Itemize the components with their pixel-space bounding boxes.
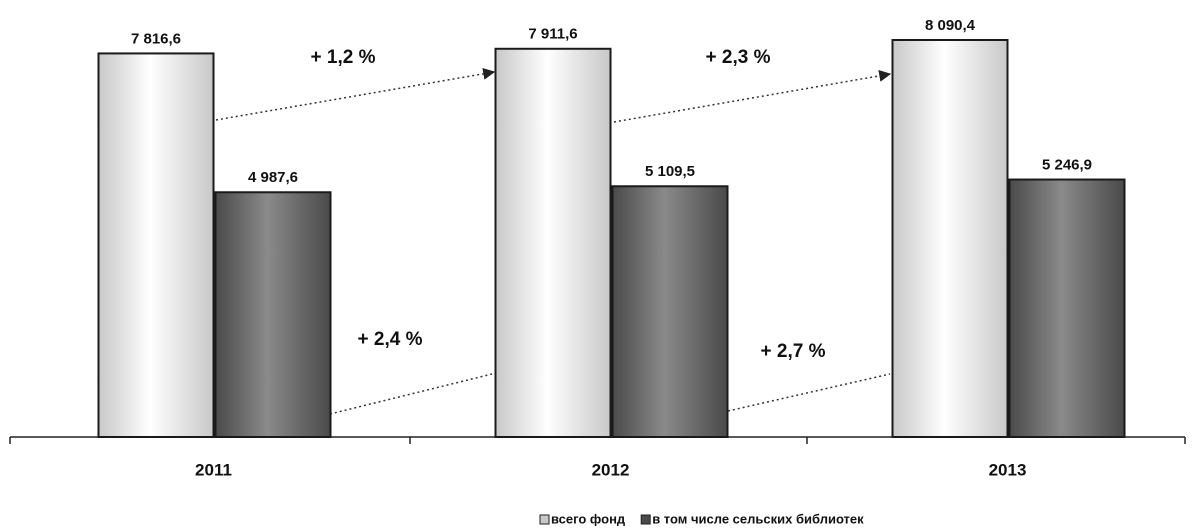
annotation: + 2,7 %: [761, 341, 826, 362]
arrow: [215, 67, 496, 121]
annotation: + 2,4 %: [358, 329, 423, 350]
bar: [891, 39, 1009, 438]
value-label: 7 816,6: [131, 30, 181, 47]
x-tick-label: 2013: [989, 460, 1027, 479]
x-tick-label: 2012: [592, 460, 630, 479]
annotation: + 2,3 %: [706, 47, 771, 68]
value-label: 5 246,9: [1042, 157, 1092, 174]
bar: [214, 191, 332, 438]
arrows: [215, 67, 892, 415]
value-label: 5 109,5: [645, 163, 695, 180]
value-label: 7 911,6: [528, 26, 577, 43]
bar: [1008, 178, 1126, 438]
value-label: 4 987,6: [248, 169, 298, 186]
arrow: [613, 69, 892, 123]
legend-swatch: [539, 514, 550, 525]
legend-label: всего фонд: [551, 511, 626, 526]
bar: [611, 185, 729, 438]
legend-label: в том числе сельских библиотек: [652, 511, 864, 526]
value-label: 8 090,4: [925, 17, 976, 34]
annotation: + 1,2 %: [311, 47, 376, 68]
arrow: [727, 373, 891, 412]
bar: [494, 47, 612, 439]
arrow: [329, 373, 493, 415]
x-tick-label: 2011: [195, 460, 232, 479]
bar: [97, 52, 215, 438]
legend-swatch: [640, 514, 651, 525]
